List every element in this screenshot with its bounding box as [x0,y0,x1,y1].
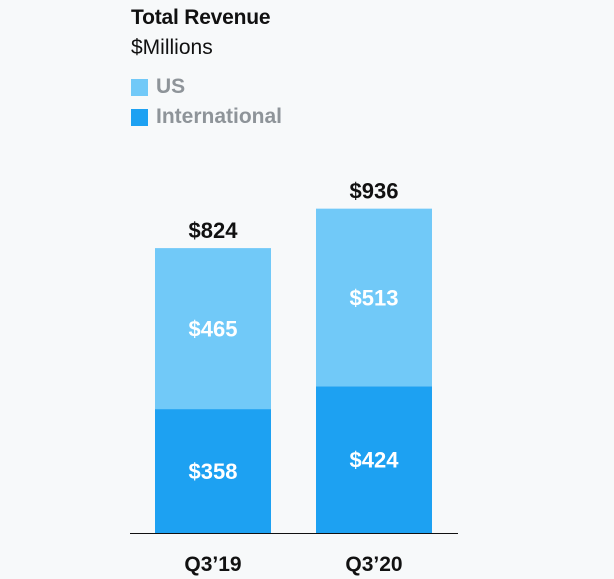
x-tick-label-1: Q3’19 [184,553,241,576]
total-label-2: $936 [350,179,399,204]
data-label-international-2: $424 [350,448,400,473]
legend-swatch-international [131,108,148,126]
legend-swatch-us [131,78,148,96]
data-label-us-2: $513 [350,285,399,310]
legend-label-us: US [156,75,186,98]
chart-subtitle: $Millions [131,36,213,59]
total-label-1: $824 [189,218,239,243]
bar-segment-us-2 [316,208,432,387]
legend-item-us: US [131,72,282,102]
legend-label-international: International [156,105,283,128]
bar-segment-international-2 [316,386,432,533]
bar-segment-us-1 [155,248,271,410]
bar-segment-international-1 [155,409,271,533]
data-label-international-1: $358 [189,459,238,484]
chart-title: Total Revenue [131,6,271,29]
data-label-us-1: $465 [189,317,238,342]
x-tick-label-2: Q3’20 [345,553,402,576]
legend: US International [131,72,282,132]
legend-item-international: International [131,102,282,132]
